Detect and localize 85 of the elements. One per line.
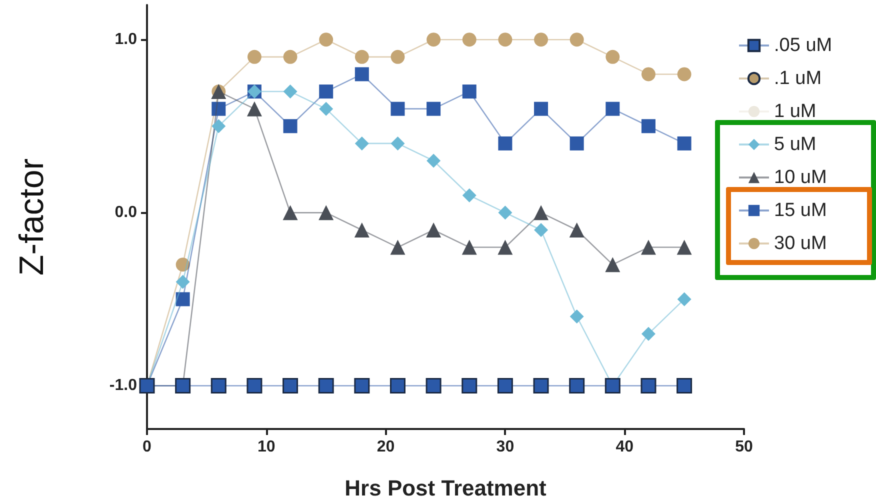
point (246, 101, 262, 116)
point (282, 205, 298, 220)
point (426, 32, 441, 47)
point (462, 188, 476, 202)
point (498, 32, 512, 47)
point (210, 378, 226, 394)
point (570, 310, 584, 324)
point (570, 32, 584, 47)
point (497, 378, 513, 394)
point (212, 119, 226, 134)
point (318, 378, 334, 394)
legend-label: 15 uM (774, 200, 827, 221)
point (498, 136, 512, 150)
point (426, 154, 441, 168)
point (283, 50, 298, 64)
point (606, 102, 620, 116)
point (641, 119, 656, 134)
point (641, 67, 656, 82)
y-tick-label: 0.0 (114, 204, 138, 222)
point (677, 292, 692, 306)
legend-label: 5 uM (774, 134, 816, 155)
point (176, 274, 190, 289)
point (462, 240, 477, 255)
point (212, 102, 226, 116)
point (354, 136, 369, 150)
point (640, 240, 656, 255)
point (390, 50, 405, 64)
point (570, 136, 584, 150)
x-tick-label: 0 (142, 438, 152, 456)
point (462, 378, 478, 394)
legend-label: .1 uM (774, 68, 822, 89)
point (533, 378, 549, 394)
y-axis-title: Z-factor (13, 158, 51, 276)
point (534, 102, 548, 116)
point (676, 378, 692, 394)
point (426, 222, 442, 238)
point (318, 205, 334, 220)
point (569, 222, 584, 238)
point (319, 84, 334, 99)
legend-label: 10 uM (774, 167, 827, 188)
point (283, 119, 298, 134)
point (426, 378, 442, 394)
point (176, 258, 190, 272)
x-tick-label: 50 (735, 438, 753, 456)
x-tick-label: 20 (376, 438, 395, 456)
point (247, 50, 262, 64)
point (319, 102, 334, 116)
x-tick-label: 30 (496, 438, 514, 456)
point (319, 32, 334, 47)
point (462, 32, 476, 47)
point (426, 102, 441, 116)
point (677, 67, 692, 82)
x-axis-title: Hrs Post Treatment (344, 476, 548, 500)
point (498, 206, 512, 220)
point (641, 326, 656, 341)
point (283, 84, 298, 99)
point (354, 222, 370, 238)
point (246, 378, 262, 394)
point (498, 240, 513, 255)
point (605, 257, 620, 272)
point (676, 240, 692, 255)
point (176, 292, 190, 306)
point (534, 32, 548, 47)
point (354, 50, 369, 64)
point (462, 84, 476, 99)
point (354, 378, 370, 394)
point (606, 50, 620, 64)
legend-label: 30 uM (774, 233, 827, 254)
y-tick-label: 1.0 (114, 31, 138, 48)
point (390, 136, 405, 150)
legend-label: .05 uM (774, 35, 832, 56)
point (354, 67, 369, 82)
point (390, 378, 406, 394)
x-tick-label: 40 (616, 438, 634, 456)
point (640, 378, 656, 394)
point (390, 102, 405, 116)
point (569, 378, 585, 394)
legend-label: 1 uM (774, 101, 816, 122)
point (534, 222, 548, 237)
point (282, 378, 298, 394)
point (534, 205, 549, 220)
y-tick-label: -1.0 (109, 377, 138, 394)
point (390, 240, 406, 255)
point (677, 136, 692, 150)
x-tick-label: 10 (258, 438, 276, 456)
